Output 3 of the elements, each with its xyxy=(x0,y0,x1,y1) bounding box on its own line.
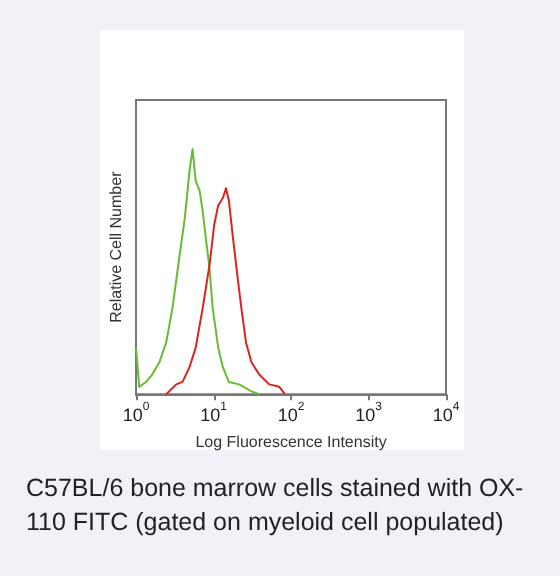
x-axis-title: Log Fluorescence Intensity xyxy=(195,433,387,451)
y-axis-title: Relative Cell Number xyxy=(107,170,125,323)
text: C57BL/6 bone marrow cells stained with OX-110 FITC (gated on myeloid cell populated) xyxy=(26,472,526,540)
